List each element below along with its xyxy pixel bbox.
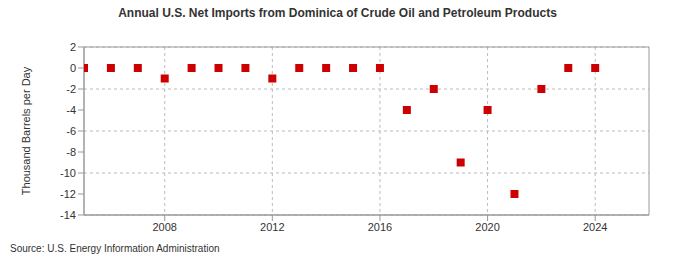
html-text:Source: U.S. Energy Informatio: Source: U.S. Energy Information Administ… xyxy=(10,243,220,254)
svg-text:-2: -2 xyxy=(66,83,76,95)
html-text:Annual U.S. Net Imports from D: Annual U.S. Net Imports from Dominica of… xyxy=(118,6,557,20)
svg-text:-12: -12 xyxy=(60,188,76,200)
svg-text:-10: -10 xyxy=(60,167,76,179)
svg-text:2012: 2012 xyxy=(260,221,284,233)
svg-text:Thousand Barrels per Day: Thousand Barrels per Day xyxy=(20,66,32,195)
svg-text:-8: -8 xyxy=(66,146,76,158)
svg-text:2008: 2008 xyxy=(152,221,176,233)
svg-text:-14: -14 xyxy=(60,209,76,221)
svg-text:-6: -6 xyxy=(66,125,76,137)
svg-text:2020: 2020 xyxy=(475,221,499,233)
svg-text:2016: 2016 xyxy=(368,221,392,233)
svg-text:0: 0 xyxy=(70,62,76,74)
svg-text:-4: -4 xyxy=(66,104,76,116)
svg-text:2024: 2024 xyxy=(583,221,607,233)
svg-text:2: 2 xyxy=(70,41,76,53)
